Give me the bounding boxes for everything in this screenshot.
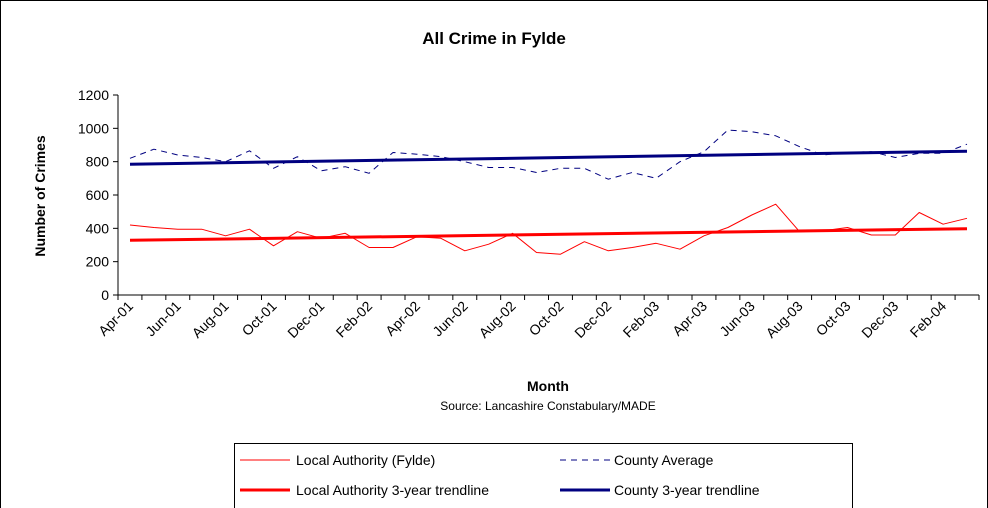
legend-label-local-authority: Local Authority (Fylde) bbox=[296, 452, 435, 468]
source-note: Source: Lancashire Constabulary/MADE bbox=[440, 399, 655, 413]
y-tick-label: 600 bbox=[86, 187, 110, 203]
y-tick-label: 200 bbox=[86, 254, 110, 270]
y-tick-label: 0 bbox=[101, 287, 109, 303]
y-tick-label: 1200 bbox=[78, 87, 109, 103]
trendline-local-authority bbox=[129, 227, 968, 242]
x-axis-label: Month bbox=[527, 378, 569, 394]
series-layer bbox=[129, 129, 968, 255]
chart-title: All Crime in Fylde bbox=[422, 29, 566, 48]
legend: Local Authority (Fylde) County Average L… bbox=[234, 443, 853, 508]
y-tick-label: 800 bbox=[86, 154, 110, 170]
y-tick-label: 1000 bbox=[78, 120, 109, 136]
y-axis-label: Number of Crimes bbox=[32, 135, 48, 257]
legend-label-local-authority-trend: Local Authority 3-year trendline bbox=[296, 482, 489, 498]
y-axis-ticks: 0 200 400 600 800 1000 1200 bbox=[78, 87, 118, 303]
y-tick-label: 400 bbox=[86, 220, 110, 236]
legend-box bbox=[234, 443, 853, 508]
legend-label-county-trend: County 3-year trendline bbox=[614, 482, 760, 498]
trendline-county bbox=[129, 149, 968, 166]
legend-label-county-average: County Average bbox=[614, 452, 714, 468]
